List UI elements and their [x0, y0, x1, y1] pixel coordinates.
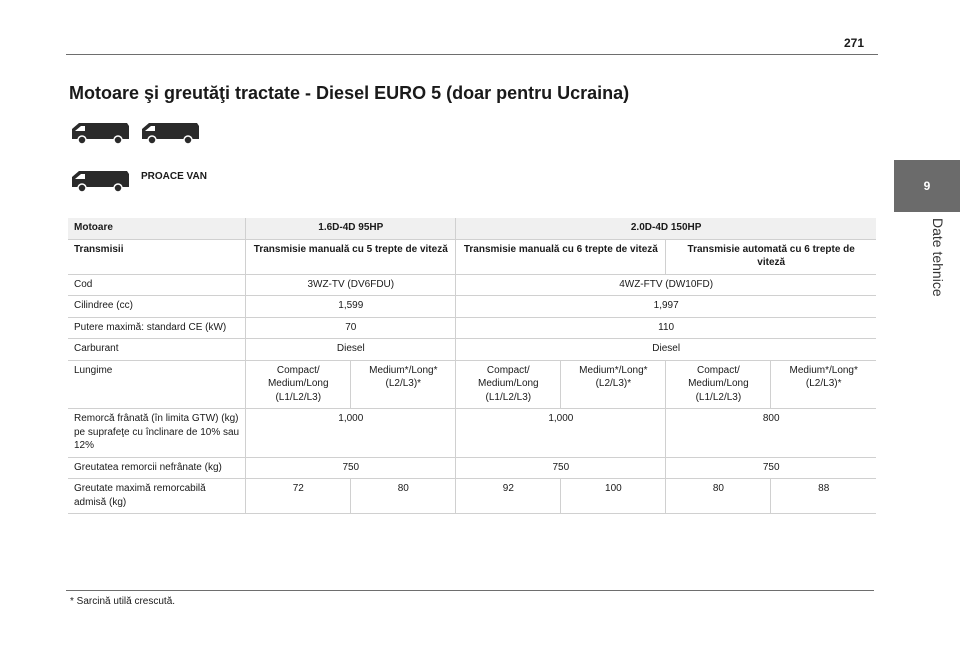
- section-tab[interactable]: 9: [894, 160, 960, 212]
- table-row: Cilindree (cc) 1,599 1,997: [68, 295, 876, 318]
- row-label: Cod: [68, 274, 246, 296]
- table-row: Transmisii Transmisie manuală cu 5 trept…: [68, 239, 876, 275]
- table-cell: Compact/ Medium/Long (L1/L2/L3): [665, 360, 771, 409]
- section-label: Date tehnice: [930, 218, 946, 297]
- page-number: 271: [843, 36, 864, 50]
- table-cell: Diesel: [245, 338, 456, 361]
- table-row: Greutatea remorcii nefrânate (kg) 750 75…: [68, 457, 876, 479]
- table-cell: 70: [245, 317, 456, 339]
- footnote-rule: [66, 590, 874, 591]
- table-row: Remorcă frânată (în limita GTW) (kg) pe …: [68, 408, 876, 458]
- table-row: Lungime Compact/ Medium/Long (L1/L2/L3) …: [68, 360, 876, 409]
- table-cell: 750: [665, 457, 876, 479]
- row-label: Motoare: [68, 218, 246, 240]
- table-cell: Diesel: [455, 338, 876, 361]
- table-cell: 3WZ-TV (DV6FDU): [245, 274, 456, 296]
- row-label: Transmisii: [68, 239, 246, 275]
- row-label: Carburant: [68, 338, 246, 361]
- table-row: Carburant Diesel Diesel: [68, 338, 876, 361]
- table-cell: 110: [455, 317, 876, 339]
- table-cell: 100: [560, 478, 666, 514]
- table-cell: 88: [770, 478, 876, 514]
- row-label: Remorcă frânată (în limita GTW) (kg) pe …: [68, 408, 246, 458]
- row-label: Putere maximă: standard CE (kW): [68, 317, 246, 339]
- table-cell: Transmisie manuală cu 5 trepte de viteză: [245, 239, 456, 275]
- van-icon: [142, 123, 199, 145]
- table-row: Motoare 1.6D-4D 95HP 2.0D-4D 150HP: [68, 218, 876, 240]
- table-cell: Medium*/Long* (L2/L3)*: [560, 360, 666, 409]
- table-row: Cod 3WZ-TV (DV6FDU) 4WZ-FTV (DW10FD): [68, 274, 876, 296]
- table-cell: 80: [665, 478, 771, 514]
- table-cell: 1,000: [245, 408, 456, 458]
- model-row: PROACE VAN: [69, 168, 207, 194]
- specs-table: Motoare 1.6D-4D 95HP 2.0D-4D 150HP Trans…: [68, 218, 876, 514]
- table-cell: Transmisie manuală cu 6 trepte de viteză: [455, 239, 666, 275]
- table-cell: 750: [245, 457, 456, 479]
- row-label: Cilindree (cc): [68, 295, 246, 318]
- row-label: Lungime: [68, 360, 246, 409]
- row-label: Greutate maximă remorcabilă admisă (kg): [68, 478, 246, 514]
- table-cell: 72: [245, 478, 351, 514]
- table-cell: 1,000: [455, 408, 666, 458]
- van-icons: [69, 120, 201, 146]
- van-icon: [72, 123, 129, 145]
- long-van-icon: [72, 171, 129, 193]
- table-cell: Medium*/Long* (L2/L3)*: [350, 360, 456, 409]
- table-row: Greutate maximă remorcabilă admisă (kg) …: [68, 478, 876, 514]
- table-cell: Transmisie automată cu 6 trepte de vitez…: [665, 239, 876, 275]
- page-title: Motoare şi greutăţi tractate - Diesel EU…: [69, 83, 630, 103]
- table-cell: 800: [665, 408, 876, 458]
- table-cell: Compact/ Medium/Long (L1/L2/L3): [455, 360, 561, 409]
- table-cell: 92: [455, 478, 561, 514]
- table-cell: 1,997: [455, 295, 876, 318]
- top-rule: [66, 54, 878, 55]
- table-cell: 80: [350, 478, 456, 514]
- table-cell: 750: [455, 457, 666, 479]
- table-cell: Medium*/Long* (L2/L3)*: [770, 360, 876, 409]
- row-label: Greutatea remorcii nefrânate (kg): [68, 457, 246, 479]
- table-cell: 4WZ-FTV (DW10FD): [455, 274, 876, 296]
- table-row: Putere maximă: standard CE (kW) 70 110: [68, 317, 876, 339]
- table-cell: 1,599: [245, 295, 456, 318]
- table-cell: 2.0D-4D 150HP: [455, 218, 876, 240]
- table-cell: 1.6D-4D 95HP: [245, 218, 456, 240]
- model-name: PROACE VAN: [141, 171, 207, 182]
- footnote: * Sarcină utilă crescută.: [70, 596, 176, 607]
- table-cell: Compact/ Medium/Long (L1/L2/L3): [245, 360, 351, 409]
